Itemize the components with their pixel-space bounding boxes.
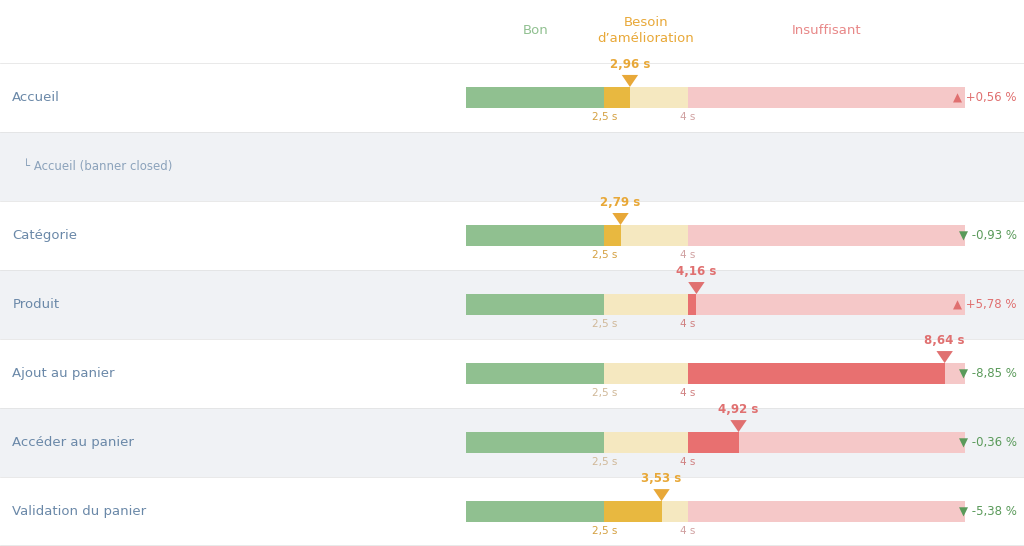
- Text: ▼ -8,85 %: ▼ -8,85 %: [958, 367, 1017, 380]
- Bar: [466, 501, 604, 522]
- Bar: [466, 87, 604, 108]
- Polygon shape: [937, 351, 953, 363]
- Bar: [466, 363, 604, 384]
- Bar: [0, 339, 1024, 408]
- Bar: [466, 432, 604, 453]
- Bar: [466, 294, 604, 314]
- Polygon shape: [653, 489, 670, 501]
- Polygon shape: [612, 213, 629, 225]
- Bar: [604, 294, 687, 314]
- Text: 2,96 s: 2,96 s: [609, 57, 650, 70]
- Bar: [0, 477, 1024, 546]
- Bar: [466, 87, 604, 108]
- Bar: [604, 87, 630, 108]
- Polygon shape: [730, 420, 746, 432]
- Text: ▼ -5,38 %: ▼ -5,38 %: [958, 505, 1017, 518]
- Bar: [687, 294, 696, 314]
- Bar: [466, 294, 604, 314]
- Bar: [466, 501, 604, 522]
- Text: Ajout au panier: Ajout au panier: [12, 367, 115, 380]
- Text: 4 s: 4 s: [680, 112, 695, 122]
- Text: 2,5 s: 2,5 s: [592, 388, 617, 398]
- Text: 8,64 s: 8,64 s: [925, 334, 965, 347]
- Text: ▲ +5,78 %: ▲ +5,78 %: [953, 298, 1017, 311]
- Bar: [687, 294, 965, 314]
- Bar: [466, 225, 604, 246]
- Bar: [604, 363, 687, 384]
- Text: Catégorie: Catégorie: [12, 229, 77, 242]
- Bar: [0, 132, 1024, 201]
- Text: Insuffisant: Insuffisant: [792, 23, 861, 37]
- Bar: [687, 432, 965, 453]
- Bar: [604, 225, 687, 246]
- Text: 2,5 s: 2,5 s: [592, 250, 617, 260]
- Text: Accueil: Accueil: [12, 91, 60, 104]
- Bar: [604, 501, 662, 522]
- Text: 4 s: 4 s: [680, 526, 695, 536]
- Text: 4 s: 4 s: [680, 457, 695, 467]
- Text: 2,5 s: 2,5 s: [592, 319, 617, 329]
- Bar: [466, 363, 604, 384]
- Bar: [687, 432, 738, 453]
- Bar: [466, 225, 604, 246]
- Bar: [0, 201, 1024, 270]
- Text: 2,79 s: 2,79 s: [600, 195, 641, 209]
- Bar: [0, 270, 1024, 339]
- Bar: [687, 363, 945, 384]
- Text: 4 s: 4 s: [680, 319, 695, 329]
- Text: Accéder au panier: Accéder au panier: [12, 436, 134, 449]
- Text: 2,5 s: 2,5 s: [592, 457, 617, 467]
- Bar: [687, 87, 965, 108]
- Text: ▼ -0,36 %: ▼ -0,36 %: [958, 436, 1017, 449]
- Bar: [0, 408, 1024, 477]
- Text: 4 s: 4 s: [680, 250, 695, 260]
- Text: ▼ -0,93 %: ▼ -0,93 %: [958, 229, 1017, 242]
- Text: Besoin
d’amélioration: Besoin d’amélioration: [598, 15, 694, 45]
- Bar: [604, 501, 687, 522]
- Text: 4,92 s: 4,92 s: [719, 403, 759, 416]
- Bar: [687, 363, 965, 384]
- Text: 2,5 s: 2,5 s: [592, 526, 617, 536]
- Polygon shape: [622, 75, 638, 87]
- Text: Produit: Produit: [12, 298, 59, 311]
- Bar: [604, 432, 687, 453]
- Text: 2,5 s: 2,5 s: [592, 112, 617, 122]
- Bar: [687, 501, 965, 522]
- Text: 4,16 s: 4,16 s: [676, 265, 717, 278]
- Bar: [604, 225, 621, 246]
- Bar: [0, 63, 1024, 132]
- Text: Validation du panier: Validation du panier: [12, 505, 146, 518]
- Polygon shape: [688, 282, 705, 294]
- Text: ▲ +0,56 %: ▲ +0,56 %: [953, 91, 1017, 104]
- Text: └ Accueil (banner closed): └ Accueil (banner closed): [23, 160, 172, 173]
- Text: Bon: Bon: [522, 23, 548, 37]
- Bar: [604, 87, 687, 108]
- Bar: [466, 432, 604, 453]
- Bar: [687, 225, 965, 246]
- Text: 4 s: 4 s: [680, 388, 695, 398]
- Text: 3,53 s: 3,53 s: [641, 472, 682, 485]
